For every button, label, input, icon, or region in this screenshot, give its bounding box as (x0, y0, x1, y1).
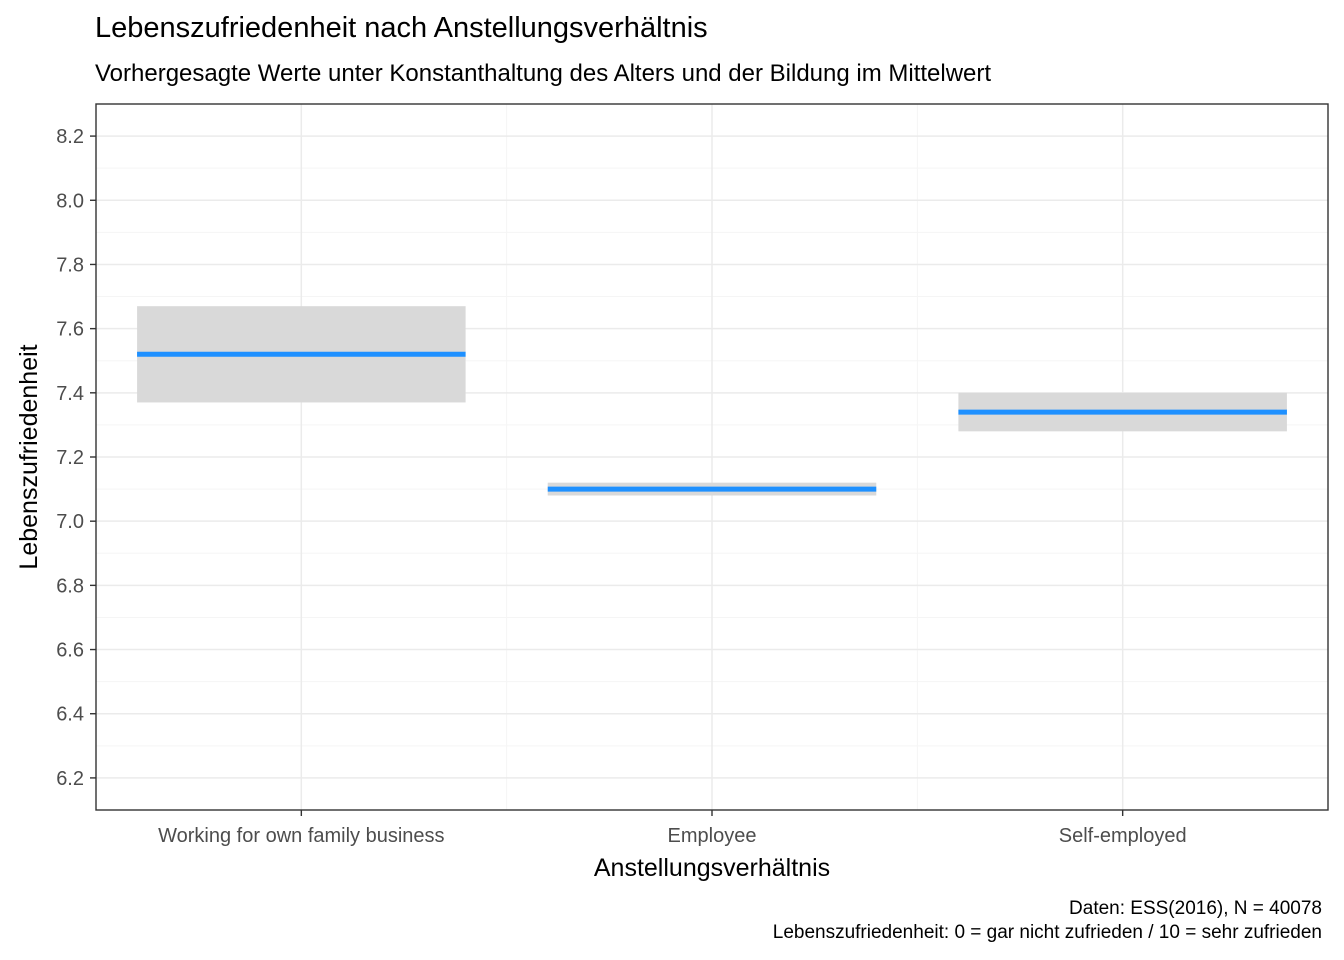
y-tick-label: 6.4 (56, 704, 84, 726)
y-tick-label: 7.2 (56, 447, 84, 469)
chart-caption: Daten: ESS(2016), N = 40078 Lebenszufrie… (773, 897, 1322, 945)
x-tick-label: Employee (668, 825, 757, 847)
y-tick-label: 8.0 (56, 190, 84, 212)
y-tick-label: 6.6 (56, 640, 84, 662)
chart-subtitle: Vorhergesagte Werte unter Konstanthaltun… (95, 60, 992, 87)
x-tick-label: Self-employed (1059, 825, 1187, 847)
y-tick-label: 7.6 (56, 319, 84, 341)
y-tick-label: 7.4 (56, 383, 84, 405)
y-tick-label: 6.2 (56, 768, 84, 790)
y-tick-label: 6.8 (56, 575, 84, 597)
y-tick-label: 8.2 (56, 126, 84, 148)
y-tick-label: 7.8 (56, 254, 84, 276)
caption-line-scale: Lebenszufriedenheit: 0 = gar nicht zufri… (772, 922, 1322, 943)
caption-line-data: Daten: ESS(2016), N = 40078 (1069, 898, 1322, 919)
grid-major (96, 104, 1328, 810)
y-axis: 6.2 6.4 6.6 6.8 7.0 7.2 7.4 7.6 7.8 8.0 8.2 (56, 126, 96, 790)
chart-title: Lebenszufriedenheit nach Anstellungsverh… (95, 12, 708, 44)
estimate-lines (137, 351, 1287, 492)
x-axis-title: Anstellungsverhältnis (594, 854, 830, 882)
y-tick-label: 7.0 (56, 511, 84, 533)
x-axis: Working for own family business Employee S… (158, 810, 1187, 847)
y-axis-title: Lebenszufriedenheit (15, 344, 43, 569)
x-tick-label: Working for own family business (158, 825, 444, 847)
